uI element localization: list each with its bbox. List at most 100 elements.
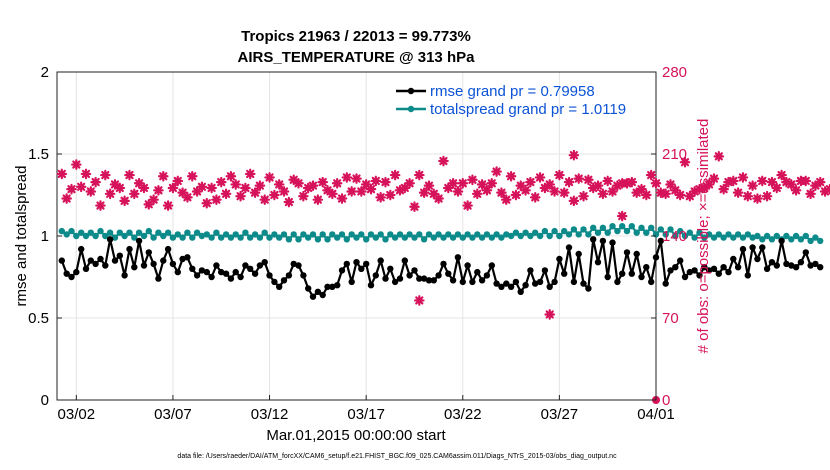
totalspread-point bbox=[150, 234, 157, 241]
obs-marker bbox=[75, 181, 87, 193]
rmse-point bbox=[218, 268, 225, 276]
rmse-point bbox=[222, 270, 230, 277]
rmse-point bbox=[106, 236, 114, 243]
obs-marker bbox=[331, 177, 343, 189]
obs-marker bbox=[525, 176, 536, 188]
rmse-point bbox=[92, 260, 99, 268]
rmse-point bbox=[387, 265, 394, 272]
rmse-point bbox=[464, 262, 471, 269]
obs-marker bbox=[211, 194, 222, 205]
obs-marker bbox=[587, 182, 599, 194]
obs-marker bbox=[346, 186, 357, 197]
chart-title: Tropics 21963 / 22013 = 99.773% bbox=[241, 28, 471, 45]
rmse-series bbox=[58, 236, 824, 300]
obs-marker bbox=[404, 177, 415, 189]
rmse-point bbox=[759, 244, 766, 251]
totalspread-point bbox=[425, 231, 433, 238]
obs-marker bbox=[737, 172, 749, 183]
rmse-point bbox=[251, 270, 259, 277]
obs-marker bbox=[172, 175, 184, 187]
rmse-point bbox=[208, 273, 215, 281]
rmse-point bbox=[710, 265, 718, 272]
rmse-point bbox=[97, 255, 104, 263]
totalspread-point bbox=[652, 231, 660, 238]
totalspread-point bbox=[643, 229, 650, 236]
rmse-point bbox=[696, 272, 703, 279]
totalspread-point bbox=[353, 234, 360, 241]
obs-marker bbox=[500, 194, 512, 205]
rmse-point bbox=[517, 288, 524, 295]
totalspread-point bbox=[300, 231, 307, 238]
rmse-point bbox=[730, 255, 737, 263]
x-axis-label: Mar.01,2015 00:00:00 start bbox=[266, 427, 446, 444]
rmse-point bbox=[522, 282, 529, 289]
totalspread-point bbox=[797, 236, 805, 243]
totalspread-point bbox=[92, 232, 99, 240]
rmse-point bbox=[73, 268, 80, 276]
totalspread-point bbox=[672, 232, 679, 240]
obs-marker bbox=[602, 175, 613, 187]
totalspread-point bbox=[131, 234, 138, 241]
obs-marker bbox=[805, 188, 816, 200]
obs-marker bbox=[341, 172, 353, 183]
totalspread-point bbox=[227, 234, 235, 241]
rmse-point bbox=[604, 273, 611, 281]
totalspread-point bbox=[280, 231, 288, 238]
rmse-point bbox=[778, 237, 785, 245]
totalspread-point bbox=[488, 234, 495, 241]
totalspread-point bbox=[391, 234, 399, 241]
rmse-point bbox=[763, 265, 771, 272]
rmse-point bbox=[295, 262, 302, 269]
totalspread-point bbox=[213, 229, 220, 236]
y-tick-label: 1 bbox=[41, 228, 49, 245]
totalspread-point bbox=[792, 232, 800, 240]
rmse-point bbox=[372, 272, 379, 279]
rmse-point bbox=[276, 283, 283, 290]
rmse-point bbox=[126, 245, 133, 253]
rmse-point bbox=[193, 272, 201, 279]
rmse-point bbox=[261, 259, 268, 266]
rmse-point bbox=[430, 277, 437, 284]
totalspread-point bbox=[517, 232, 524, 240]
obs-marker bbox=[766, 176, 778, 188]
x-tick-label: 03/17 bbox=[347, 406, 385, 423]
totalspread-point bbox=[203, 231, 210, 238]
rmse-point bbox=[135, 237, 143, 245]
totalspread-point bbox=[657, 226, 664, 233]
obs-marker bbox=[636, 183, 647, 195]
totalspread-point bbox=[507, 232, 515, 240]
obs-marker bbox=[771, 182, 783, 194]
rmse-point bbox=[435, 272, 442, 279]
totalspread-point bbox=[754, 232, 761, 240]
obs-marker bbox=[583, 174, 594, 186]
obs-marker bbox=[447, 177, 459, 189]
obs-marker bbox=[718, 183, 729, 195]
chart-subtitle: AIRS_TEMPERATURE @ 313 hPa bbox=[238, 49, 476, 66]
obs-marker bbox=[558, 187, 570, 198]
obs-marker bbox=[433, 193, 444, 204]
obs-marker bbox=[481, 185, 493, 196]
totalspread-point bbox=[619, 223, 626, 230]
rmse-point bbox=[812, 260, 819, 268]
rmse-point bbox=[102, 262, 109, 269]
totalspread-point bbox=[701, 234, 708, 241]
totalspread-point bbox=[623, 227, 631, 235]
totalspread-point bbox=[367, 231, 375, 238]
rmse-point bbox=[783, 260, 790, 268]
obs-marker bbox=[563, 176, 575, 188]
obs-marker bbox=[819, 186, 830, 197]
obs-marker bbox=[713, 151, 725, 162]
totalspread-point bbox=[111, 234, 119, 241]
totalspread-point bbox=[266, 234, 273, 241]
obs-marker bbox=[428, 188, 440, 200]
totalspread-point bbox=[614, 227, 621, 235]
totalspread-point bbox=[164, 229, 172, 236]
rmse-point bbox=[507, 283, 515, 290]
obs-marker bbox=[607, 186, 618, 197]
obs-marker bbox=[259, 194, 271, 205]
rmse-point bbox=[580, 280, 587, 287]
rmse-point bbox=[377, 257, 384, 264]
rmse-point bbox=[657, 237, 664, 245]
obs-marker bbox=[336, 193, 348, 204]
obs-marker bbox=[254, 180, 266, 191]
